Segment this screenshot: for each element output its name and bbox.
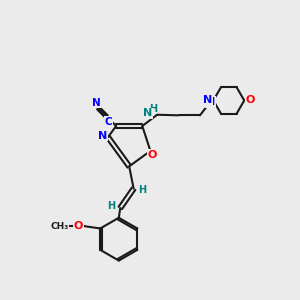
- Text: H: H: [107, 202, 116, 212]
- Text: O: O: [74, 221, 83, 231]
- Text: CH₃: CH₃: [50, 222, 68, 231]
- Text: O: O: [148, 150, 157, 160]
- Text: N: N: [203, 95, 213, 106]
- Text: C: C: [105, 117, 112, 127]
- Text: N: N: [143, 108, 152, 118]
- Text: N: N: [98, 131, 107, 141]
- Text: O: O: [245, 95, 255, 106]
- Text: H: H: [148, 104, 157, 114]
- Text: N: N: [206, 97, 215, 107]
- Text: N: N: [92, 98, 101, 108]
- Text: H: H: [139, 185, 147, 195]
